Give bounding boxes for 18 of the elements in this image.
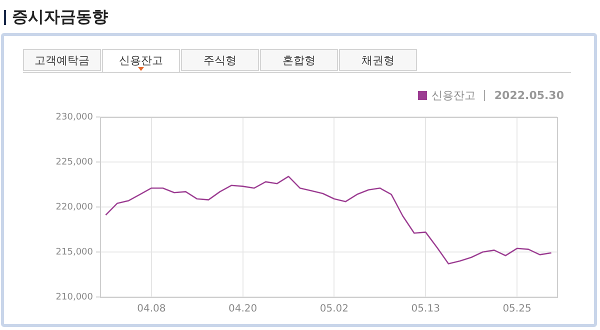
y-tick-label: 225,000 bbox=[56, 157, 94, 168]
legend-label: 신용잔고 bbox=[431, 88, 476, 103]
x-tick-label: 05.25 bbox=[502, 304, 532, 315]
chart-subtitle: 2022.05.30 bbox=[494, 89, 564, 102]
x-tick-label: 05.02 bbox=[320, 304, 349, 315]
y-tick-label: 230,000 bbox=[56, 112, 94, 122]
y-tick-label: 215,000 bbox=[56, 247, 94, 258]
chart-title: 증시자금동향 bbox=[12, 7, 108, 28]
y-tick-label: 220,000 bbox=[56, 202, 94, 212]
y-tick-label: 210,000 bbox=[56, 292, 94, 302]
text: 신용잔고 bbox=[119, 54, 163, 67]
text: 혼합형 bbox=[282, 54, 316, 67]
x-tick-label: 04.20 bbox=[228, 304, 258, 315]
text: 채권형 bbox=[362, 54, 394, 67]
x-tick-label: 04.08 bbox=[137, 304, 166, 315]
text: 고객예탁금 bbox=[34, 54, 90, 67]
text: 주식형 bbox=[204, 54, 236, 67]
x-tick-label: 05.13 bbox=[411, 304, 440, 315]
